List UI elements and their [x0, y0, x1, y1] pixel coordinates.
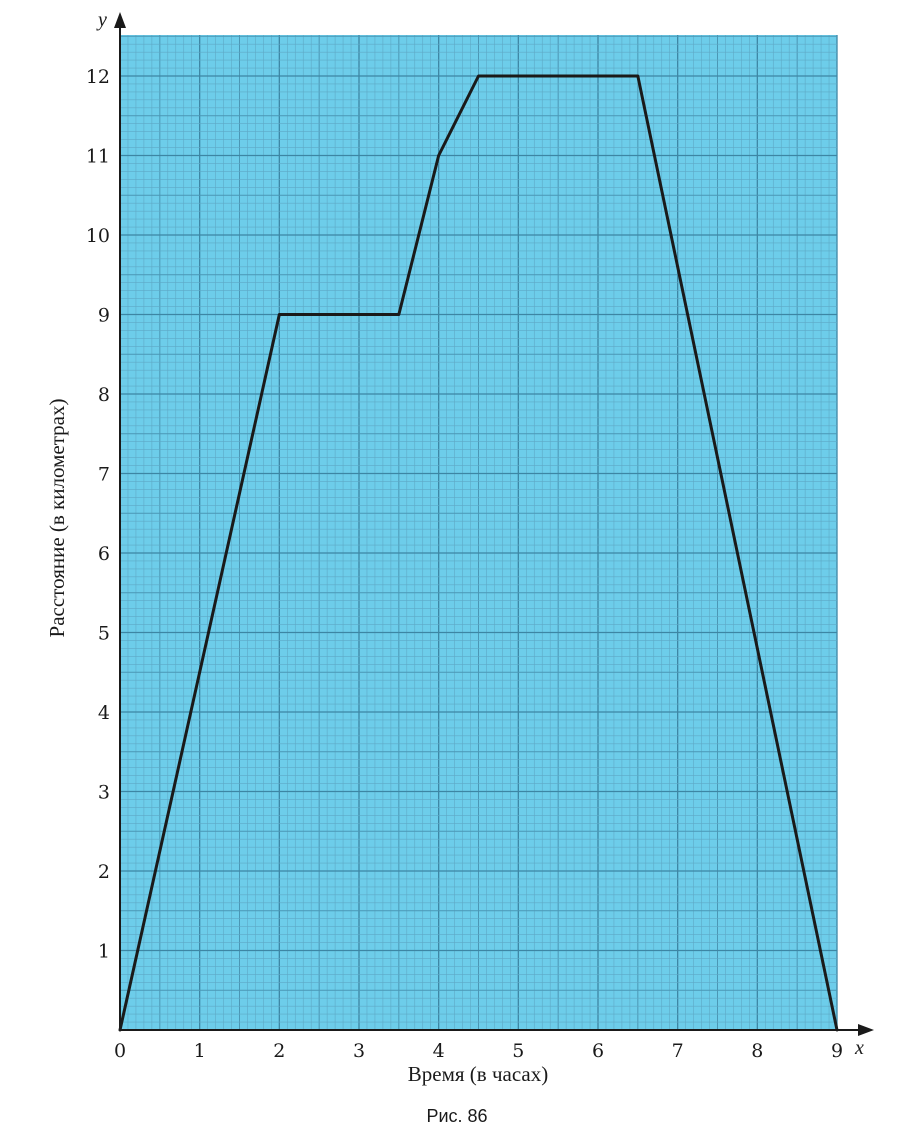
x-tick-label: 0 — [114, 1040, 126, 1062]
y-tick-label: 10 — [86, 225, 110, 247]
series-line-path — [118, 74, 839, 1032]
y-tick-label: 5 — [98, 623, 110, 645]
x-tick-label: 2 — [273, 1040, 285, 1062]
figure-caption: Рис. 86 — [426, 1106, 487, 1126]
y-tick-label: 11 — [86, 146, 110, 168]
x-axis-title: Время (в часах) — [408, 1062, 548, 1086]
y-tick-label: 6 — [98, 543, 110, 565]
y-axis-title: Расстояние (в километрах) — [45, 399, 69, 638]
x-tick-label: 5 — [512, 1040, 524, 1062]
y-tick-label: 7 — [98, 464, 110, 486]
x-axis-arrow — [858, 1024, 874, 1036]
x-tick-label: 9 — [831, 1040, 843, 1062]
x-tick-label: 7 — [672, 1040, 684, 1062]
x-tick-label: 3 — [353, 1040, 365, 1062]
y-tick-label: 3 — [98, 782, 110, 804]
y-tick-label: 2 — [98, 861, 110, 883]
y-axis-letter: y — [96, 9, 107, 31]
y-tick-label: 12 — [86, 66, 110, 88]
x-tick-label: 1 — [194, 1040, 206, 1062]
grid — [119, 35, 838, 1031]
y-tick-label: 1 — [98, 941, 110, 963]
y-tick-label: 8 — [98, 384, 110, 406]
x-tick-label: 8 — [751, 1040, 763, 1062]
x-tick-label: 6 — [592, 1040, 604, 1062]
series-line — [118, 74, 839, 1032]
x-axis-letter: x — [854, 1037, 864, 1059]
x-tick-labels: 0 1 2 3 4 5 6 7 8 9 — [114, 1040, 843, 1062]
y-tick-label: 4 — [98, 702, 110, 724]
axes — [114, 12, 874, 1036]
y-tick-label: 9 — [98, 305, 110, 327]
x-tick-label: 4 — [433, 1040, 445, 1062]
y-axis-arrow — [114, 12, 126, 28]
